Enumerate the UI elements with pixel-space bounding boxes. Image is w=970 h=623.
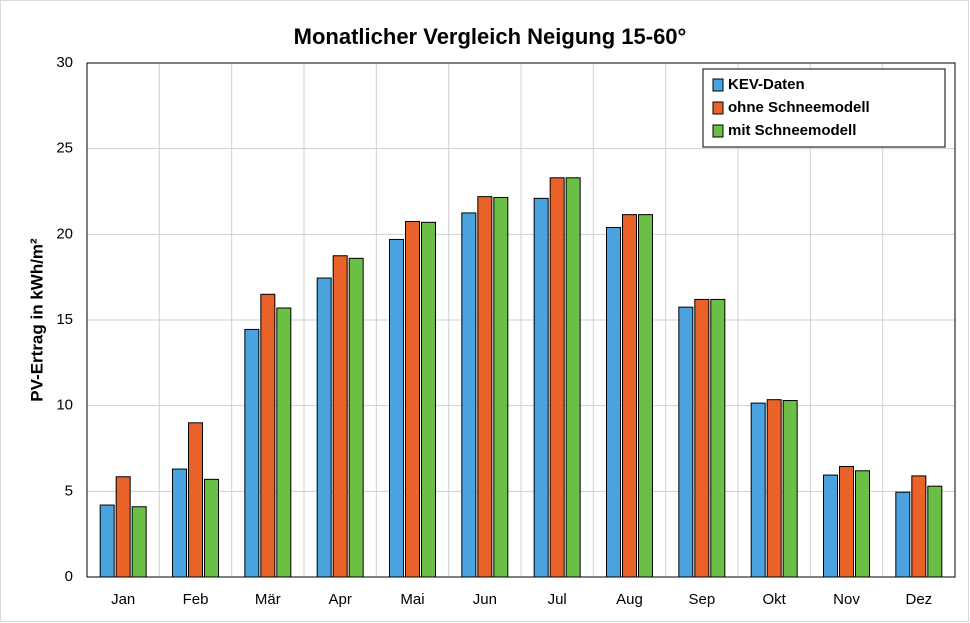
bar (533, 197, 549, 578)
bar (927, 485, 943, 578)
bar (115, 476, 131, 578)
bar (782, 400, 798, 578)
bar (188, 422, 203, 578)
y-tick-label: 30 (56, 54, 73, 71)
bar (260, 293, 276, 578)
bar (855, 470, 870, 578)
bar (389, 238, 404, 578)
bar (461, 212, 477, 578)
y-axis-label: PV-Ertrag in kWh/m² (27, 238, 46, 402)
y-tick-label: 5 (65, 482, 73, 499)
bar (622, 214, 637, 578)
bar (477, 196, 493, 578)
x-tick-label: Sep (688, 591, 715, 608)
bar (316, 277, 332, 578)
x-tick-label: Jun (473, 591, 497, 608)
legend-swatch (712, 124, 724, 138)
bar (549, 177, 565, 578)
bar (332, 255, 348, 578)
legend-label: ohne Schneemodell (728, 99, 870, 116)
legend-label: KEV-Daten (728, 76, 805, 93)
y-tick-label: 25 (56, 140, 73, 157)
legend-box (702, 68, 946, 148)
bar (99, 504, 115, 578)
x-tick-label: Jan (111, 591, 135, 608)
legend-swatch (712, 78, 724, 92)
plot-frame (86, 62, 956, 578)
bar (565, 177, 581, 578)
x-tick-label: Okt (762, 591, 786, 608)
x-tick-label: Mär (255, 591, 281, 608)
x-tick-label: Nov (833, 591, 860, 608)
bar (678, 306, 694, 578)
legend-swatch (712, 101, 724, 115)
bar (131, 506, 147, 578)
legend-label: mit Schneemodell (728, 122, 856, 139)
bar (348, 257, 364, 578)
y-tick-label: 0 (65, 568, 73, 585)
chart-title: Monatlicher Vergleich Neigung 15-60° (294, 24, 687, 49)
bar (421, 221, 436, 578)
bar (172, 468, 187, 578)
bar (694, 298, 710, 578)
bar (405, 220, 420, 578)
bar (638, 214, 653, 578)
bar (839, 465, 854, 578)
bar (493, 196, 509, 578)
y-tick-label: 20 (56, 225, 73, 242)
x-tick-label: Aug (616, 591, 643, 608)
bar (895, 491, 911, 578)
x-tick-label: Feb (183, 591, 209, 608)
x-tick-label: Mai (400, 591, 424, 608)
x-tick-label: Dez (905, 591, 932, 608)
bar (750, 402, 766, 578)
y-tick-label: 10 (56, 397, 73, 414)
bar (911, 475, 927, 578)
bar (823, 474, 838, 578)
x-tick-label: Jul (548, 591, 567, 608)
bar (204, 478, 219, 578)
bar (276, 307, 292, 578)
y-tick-label: 15 (56, 311, 73, 328)
bar (766, 399, 782, 578)
bar (244, 328, 260, 578)
x-tick-label: Apr (328, 591, 351, 608)
bar (710, 298, 726, 578)
bar (606, 226, 621, 578)
